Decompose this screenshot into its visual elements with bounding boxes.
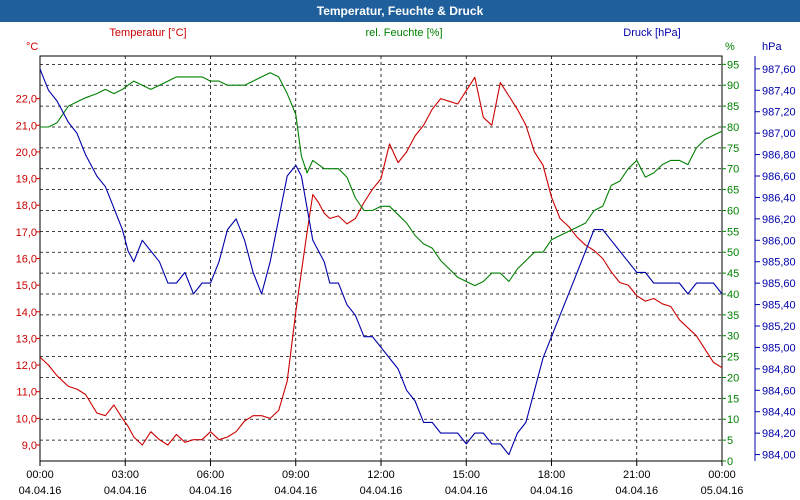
temp-tick-label: 19,0 [16, 174, 37, 186]
pressure-tick-label: 987,60 [762, 64, 796, 76]
temp-tick-label: 10,0 [16, 413, 37, 425]
pressure-tick-label: 987,40 [762, 85, 796, 97]
pressure-tick-label: 984,60 [762, 385, 796, 397]
humidity-tick-label: 40 [727, 289, 739, 301]
humidity-tick-label: 80 [727, 122, 739, 134]
temperature-series-line [39, 76, 723, 446]
humidity-unit-label: % [725, 41, 735, 53]
grid-lines [40, 56, 722, 461]
humidity-tick-label: 25 [727, 352, 739, 364]
temp-tick-label: 21,0 [16, 120, 37, 132]
window-title: Temperatur, Feuchte & Druck [0, 0, 800, 22]
humidity-tick-label: 5 [727, 435, 733, 447]
pressure-tick-label: 985,00 [762, 342, 796, 354]
humidity-series-label: rel. Feuchte [%] [365, 27, 442, 39]
pressure-tick-label: 985,80 [762, 257, 796, 269]
pressure-tick-label: 984,20 [762, 428, 796, 440]
humidity-tick-label: 90 [727, 80, 739, 92]
humidity-tick-label: 45 [727, 268, 739, 280]
temp-tick-label: 16,0 [16, 254, 37, 266]
humidity-tick-label: 85 [727, 101, 739, 113]
pressure-tick-label: 985,40 [762, 300, 796, 312]
x-tick-date: 04.04.16 [360, 485, 403, 497]
humidity-tick-label: 35 [727, 310, 739, 322]
x-tick-date: 04.04.16 [19, 485, 62, 497]
pressure-series-line [39, 68, 723, 456]
humidity-tick-label: 75 [727, 143, 739, 155]
x-tick-time: 06:00 [197, 469, 225, 481]
pressure-tick-label: 986,80 [762, 150, 796, 162]
humidity-series-line [40, 72, 723, 287]
humidity-tick-label: 95 [727, 59, 739, 71]
x-tick-time: 00:00 [708, 469, 736, 481]
pressure-tick-label: 985,60 [762, 278, 796, 290]
x-tick-date: 04.04.16 [274, 485, 317, 497]
humidity-tick-label: 0 [727, 456, 733, 468]
x-tick-date: 04.04.16 [615, 485, 658, 497]
pressure-tick-label: 984,00 [762, 450, 796, 462]
x-tick-time: 03:00 [111, 469, 139, 481]
temp-tick-label: 13,0 [16, 333, 37, 345]
temp-tick-label: 15,0 [16, 280, 37, 292]
x-tick-date: 04.04.16 [530, 485, 573, 497]
pressure-unit-label: hPa [762, 41, 782, 53]
pressure-tick-label: 987,00 [762, 128, 796, 140]
humidity-tick-label: 50 [727, 247, 739, 259]
temp-tick-label: 12,0 [16, 360, 37, 372]
humidity-tick-label: 70 [727, 164, 739, 176]
temp-tick-label: 18,0 [16, 200, 37, 212]
humidity-tick-label: 60 [727, 205, 739, 217]
x-tick-date: 04.04.16 [104, 485, 147, 497]
pressure-tick-label: 986,20 [762, 214, 796, 226]
x-tick-date: 05.04.16 [701, 485, 744, 497]
humidity-tick-label: 15 [727, 393, 739, 405]
temp-unit-label: °C [26, 41, 38, 53]
axes [36, 56, 760, 466]
temp-tick-label: 14,0 [16, 307, 37, 319]
pressure-tick-label: 986,40 [762, 192, 796, 204]
pressure-tick-label: 984,40 [762, 407, 796, 419]
humidity-tick-label: 55 [727, 226, 739, 238]
temp-tick-label: 20,0 [16, 147, 37, 159]
axis-labels: 00:00 04.04.16 03:00 04.04.16 06:00 04.04.16 0… [16, 27, 796, 497]
temp-tick-label: 11,0 [16, 387, 37, 399]
x-tick-time: 15:00 [452, 469, 480, 481]
temp-tick-label: 22,0 [16, 94, 37, 106]
temp-tick-label: 17,0 [16, 227, 37, 239]
temp-series-label: Temperatur [°C] [109, 27, 186, 39]
x-tick-time: 12:00 [367, 469, 395, 481]
humidity-tick-label: 20 [727, 372, 739, 384]
x-tick-time: 21:00 [623, 469, 651, 481]
pressure-tick-label: 987,20 [762, 107, 796, 119]
weather-chart: 00:00 04.04.16 03:00 04.04.16 06:00 04.04.16 0… [16, 27, 796, 497]
humidity-tick-label: 10 [727, 414, 739, 426]
x-tick-time: 00:00 [26, 469, 54, 481]
humidity-tick-label: 65 [727, 185, 739, 197]
pressure-tick-label: 984,80 [762, 364, 796, 376]
x-tick-date: 04.04.16 [189, 485, 232, 497]
pressure-tick-label: 985,20 [762, 321, 796, 333]
pressure-series-label: Druck [hPa] [623, 27, 680, 39]
x-tick-time: 18:00 [538, 469, 566, 481]
x-tick-time: 09:00 [282, 469, 310, 481]
x-tick-date: 04.04.16 [445, 485, 488, 497]
humidity-tick-label: 30 [727, 331, 739, 343]
temp-tick-label: 9,0 [22, 440, 37, 452]
series-lines [39, 68, 723, 456]
pressure-tick-label: 986,00 [762, 235, 796, 247]
pressure-tick-label: 986,60 [762, 171, 796, 183]
